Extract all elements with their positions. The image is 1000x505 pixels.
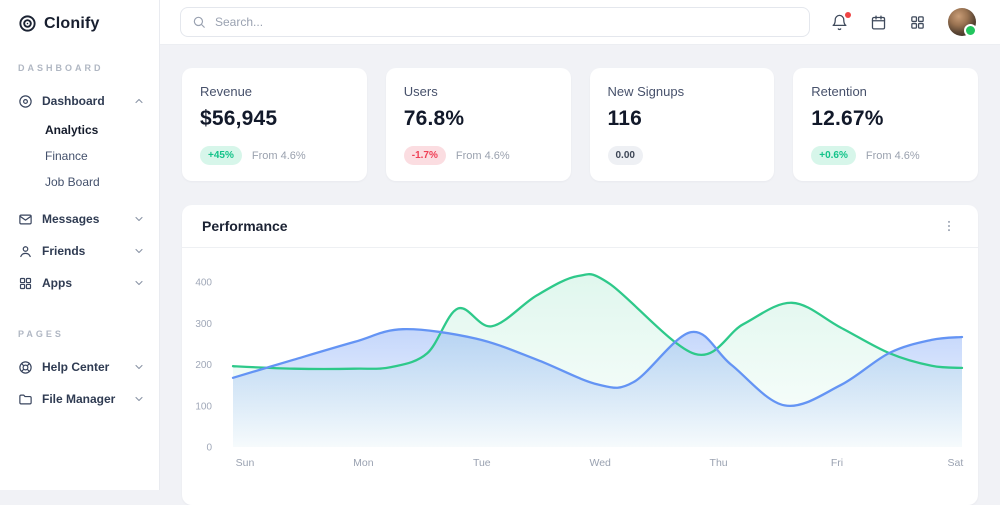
stat-title: Revenue [200, 84, 349, 99]
folder-icon [18, 392, 33, 407]
sidebar-item-label: Apps [42, 276, 124, 290]
stat-value: 12.67% [811, 107, 960, 131]
chart-title: Performance [202, 218, 288, 234]
svg-text:300: 300 [195, 319, 212, 330]
svg-text:Thu: Thu [710, 457, 728, 469]
stat-value: 76.8% [404, 107, 553, 131]
sidebar-item-label: Dashboard [42, 94, 124, 108]
svg-text:100: 100 [195, 401, 212, 412]
user-icon [18, 244, 33, 259]
bell-icon[interactable] [831, 14, 848, 31]
grid-icon [18, 276, 33, 291]
sidebar: Clonify DASHBOARD Dashboard Analytics Fi… [0, 0, 160, 490]
svg-text:Tue: Tue [473, 457, 491, 469]
chevron-down-icon [133, 213, 145, 225]
main-content: Revenue $56,945 +45% From 4.6% Users 76.… [160, 45, 1000, 490]
sidebar-item-friends[interactable]: Friends [18, 235, 145, 267]
section-label-dashboard: DASHBOARD [18, 63, 145, 73]
life-buoy-icon [18, 360, 33, 375]
stat-title: Users [404, 84, 553, 99]
stat-title: New Signups [608, 84, 757, 99]
stat-value: $56,945 [200, 107, 349, 131]
svg-text:Sun: Sun [236, 457, 255, 469]
notification-dot [845, 12, 851, 18]
stat-card-users[interactable]: Users 76.8% -1.7% From 4.6% [386, 68, 571, 181]
stat-note: From 4.6% [252, 150, 306, 162]
trend-badge: +45% [200, 146, 242, 165]
user-avatar[interactable] [948, 8, 976, 36]
chevron-down-icon [133, 361, 145, 373]
svg-text:200: 200 [195, 360, 212, 371]
sidebar-item-dashboard[interactable]: Dashboard [18, 85, 145, 117]
search-input[interactable] [215, 15, 798, 29]
sidebar-item-label: File Manager [42, 392, 124, 406]
mail-icon [18, 212, 33, 227]
sidebar-item-label: Messages [42, 212, 124, 226]
kebab-vertical-icon[interactable] [940, 217, 958, 235]
chevron-down-icon [133, 393, 145, 405]
disc-icon [18, 94, 33, 109]
performance-chart: 0 100 200 300 400 Sun Mon Tue Wed Thu Fri Sat [182, 248, 978, 495]
sidebar-item-file-manager[interactable]: File Manager [18, 383, 145, 415]
svg-text:400: 400 [195, 278, 212, 289]
stat-note: From 4.6% [456, 150, 510, 162]
trend-badge: +0.6% [811, 146, 856, 165]
search-icon [192, 15, 206, 29]
stat-note: From 4.6% [866, 150, 920, 162]
calendar-icon[interactable] [870, 14, 887, 31]
stat-title: Retention [811, 84, 960, 99]
svg-text:Wed: Wed [589, 457, 611, 469]
svg-text:Fri: Fri [831, 457, 843, 469]
section-label-pages: PAGES [18, 329, 145, 339]
sidebar-subitem-analytics[interactable]: Analytics [18, 117, 145, 143]
sidebar-item-apps[interactable]: Apps [18, 267, 145, 299]
svg-text:Sat: Sat [948, 457, 964, 469]
sidebar-subitem-job-board[interactable]: Job Board [18, 169, 145, 195]
sidebar-item-help-center[interactable]: Help Center [18, 351, 145, 383]
trend-badge: -1.7% [404, 146, 446, 165]
stats-row: Revenue $56,945 +45% From 4.6% Users 76.… [182, 68, 978, 181]
sidebar-item-label: Help Center [42, 360, 124, 374]
stat-card-retention[interactable]: Retention 12.67% +0.6% From 4.6% [793, 68, 978, 181]
topbar [160, 0, 1000, 45]
brand-logo-icon [18, 14, 37, 33]
apps-grid-icon[interactable] [909, 14, 926, 31]
brand-name: Clonify [44, 15, 100, 33]
chevron-down-icon [133, 277, 145, 289]
trend-badge: 0.00 [608, 146, 643, 165]
brand[interactable]: Clonify [18, 14, 145, 33]
chevron-up-icon [133, 95, 145, 107]
performance-card: Performance 0 100 200 300 400 Sun Mon Tue Wed Thu… [182, 205, 978, 505]
sidebar-item-messages[interactable]: Messages [18, 203, 145, 235]
sidebar-item-label: Friends [42, 244, 124, 258]
stat-value: 116 [608, 107, 757, 131]
search-box[interactable] [180, 7, 810, 37]
svg-text:0: 0 [206, 443, 212, 454]
svg-text:Mon: Mon [353, 457, 374, 469]
stat-card-new-signups[interactable]: New Signups 116 0.00 [590, 68, 775, 181]
stat-card-revenue[interactable]: Revenue $56,945 +45% From 4.6% [182, 68, 367, 181]
chevron-down-icon [133, 245, 145, 257]
sidebar-subitem-finance[interactable]: Finance [18, 143, 145, 169]
